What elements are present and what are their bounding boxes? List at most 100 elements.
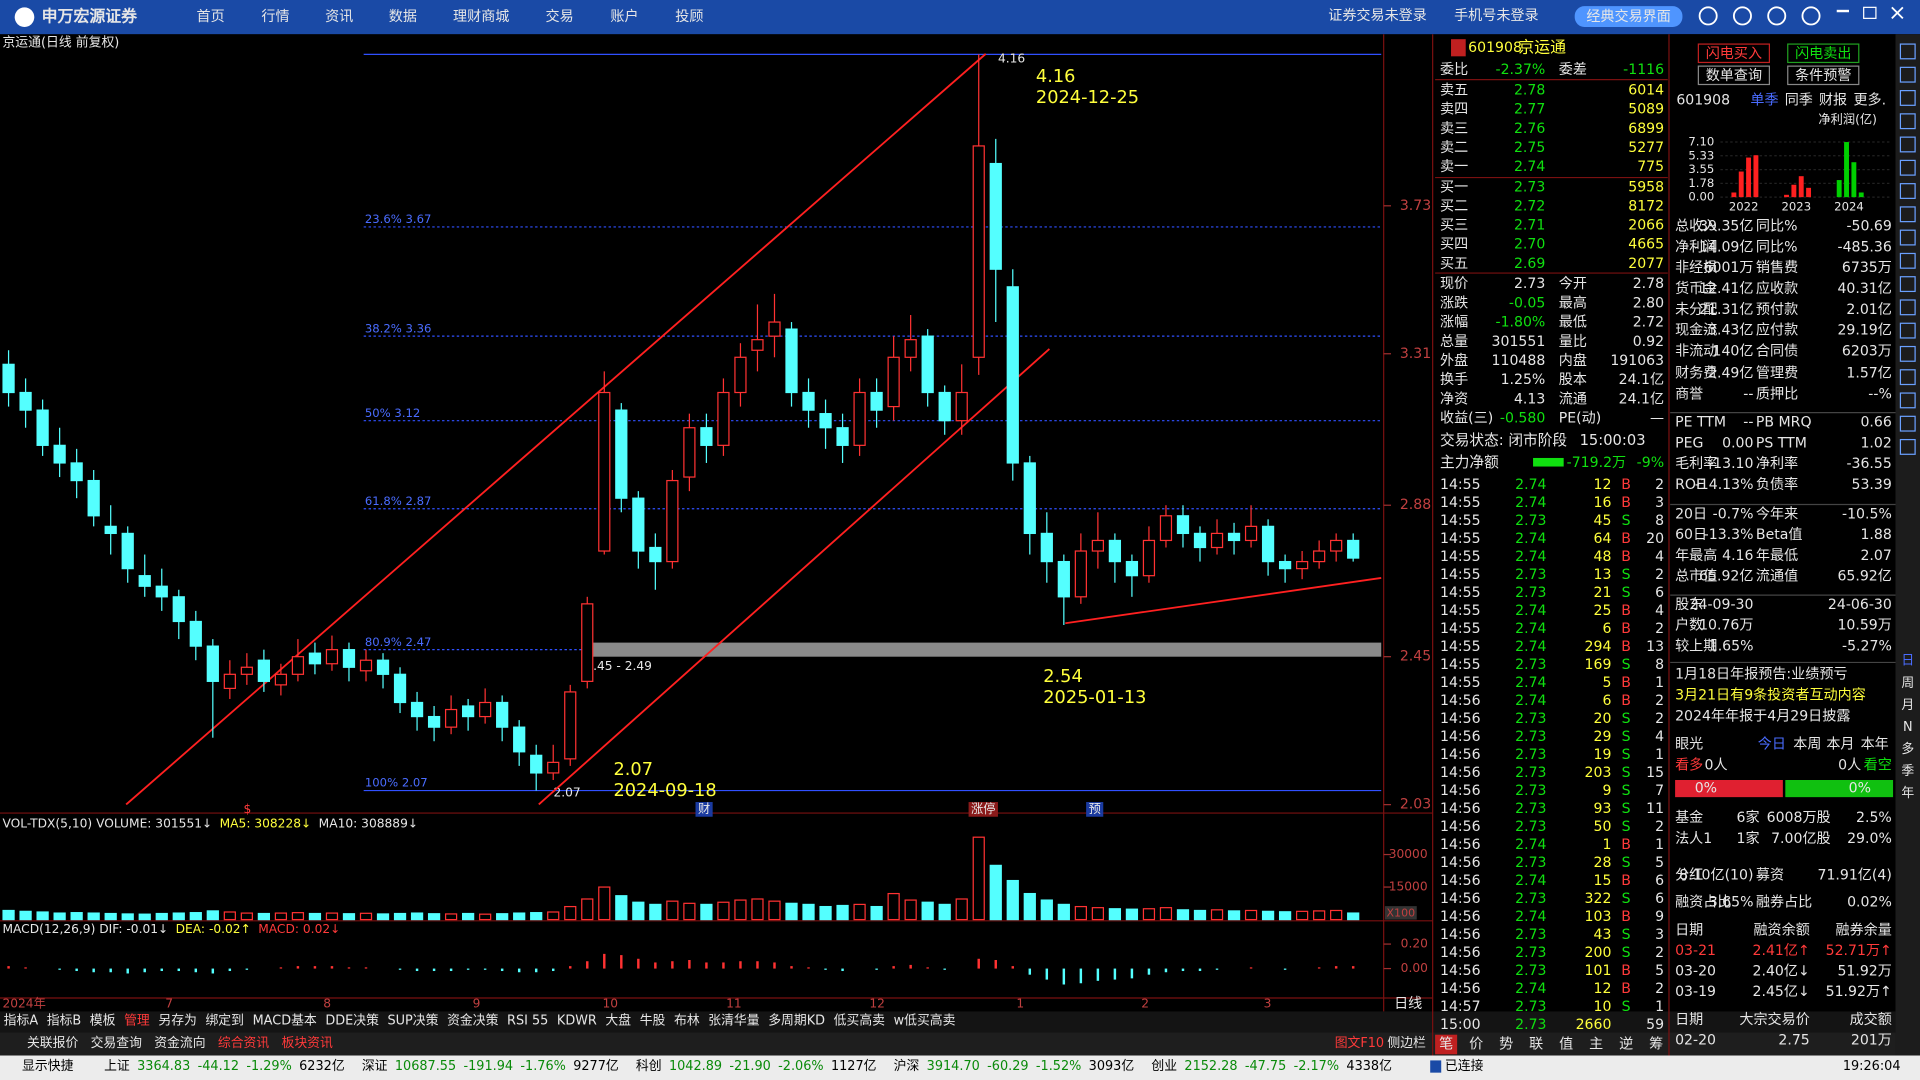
indicator-tab[interactable]: 指标B (47, 1014, 82, 1029)
nav-item[interactable]: 资讯 (325, 9, 353, 25)
classic-button[interactable]: 经典交易界面 (1586, 8, 1670, 25)
quote-tab[interactable]: 主 (1589, 1036, 1603, 1052)
indicator-tab[interactable]: 资金决策 (447, 1013, 499, 1029)
indicator-tab[interactable]: 多周期KD (768, 1014, 825, 1029)
tool-icon[interactable] (1899, 66, 1916, 83)
quote-tab[interactable]: 逆 (1619, 1036, 1633, 1052)
news-item[interactable]: 1月18日年报预告:业绩预亏 (1675, 667, 1847, 683)
tool-icon[interactable] (1899, 229, 1916, 246)
view-tab[interactable]: 本年 (1861, 736, 1889, 752)
period-button[interactable]: 多 (1901, 742, 1914, 757)
news-item[interactable]: 3月21日有9条投资者互动内容 (1675, 687, 1866, 704)
indicator-tab[interactable]: 张清华量 (708, 1014, 760, 1029)
indicator-tab[interactable]: w低买高卖 (894, 1013, 956, 1029)
icon[interactable] (1801, 6, 1821, 26)
tool-icon[interactable] (1899, 299, 1916, 316)
indicator-tab[interactable]: 管理 (124, 1014, 150, 1029)
tool-icon[interactable] (1899, 415, 1916, 432)
button-frame[interactable] (1697, 65, 1771, 86)
period-button[interactable]: N (1903, 720, 1913, 735)
indicator-tab[interactable]: DDE决策 (325, 1013, 379, 1029)
event-marker[interactable]: 涨停 (971, 801, 995, 816)
nav-item[interactable]: 理财商城 (453, 9, 509, 25)
period-button[interactable]: 周 (1901, 676, 1914, 691)
tool-icon[interactable] (1899, 345, 1916, 362)
button-bg[interactable] (1574, 6, 1683, 27)
period-button[interactable]: 年 (1901, 786, 1914, 801)
indicator-tab[interactable]: 低买高卖 (834, 1013, 886, 1029)
f10-tab[interactable]: 财报 (1819, 92, 1847, 108)
period-button[interactable]: 月 (1901, 698, 1914, 713)
tool-icon[interactable] (1899, 90, 1916, 106)
indicator-tab[interactable]: 牛股 (640, 1014, 666, 1029)
tool-icon[interactable] (1899, 322, 1916, 339)
login-status[interactable]: 手机号未登录 (1454, 8, 1538, 24)
f10-tab[interactable]: 更多. (1853, 91, 1886, 108)
tool-icon[interactable] (1899, 113, 1916, 130)
view-tab[interactable]: 本月 (1826, 736, 1854, 752)
quote-tab[interactable]: 笔 (1439, 1036, 1453, 1052)
tool-icon[interactable] (1899, 183, 1916, 199)
login-status[interactable]: 证券交易未登录 (1328, 7, 1427, 24)
info-tab[interactable]: 板块资讯 (281, 1036, 333, 1051)
view-tab[interactable]: 本周 (1793, 736, 1821, 752)
view-tab[interactable]: 今日 (1758, 736, 1786, 752)
quote-tab[interactable]: 筹 (1649, 1035, 1663, 1052)
tool-icon[interactable] (1899, 206, 1916, 223)
indicator-tab[interactable]: 大盘 (605, 1013, 631, 1029)
sidebar-link[interactable]: 侧边栏 (1387, 1036, 1426, 1051)
nav-item[interactable]: 数据 (389, 9, 417, 25)
tool-icon[interactable] (1899, 276, 1916, 293)
indicator-tab[interactable]: 指标A (4, 1014, 39, 1029)
button-frame[interactable] (1697, 43, 1771, 64)
quote-tab[interactable]: 势 (1499, 1036, 1513, 1052)
info-tab[interactable]: 关联报价 (27, 1036, 79, 1051)
period-label[interactable]: 日线 (1394, 996, 1422, 1012)
maximize[interactable] (1863, 6, 1877, 19)
tool-icon[interactable] (1899, 43, 1916, 60)
action-button[interactable]: 条件预警 (1795, 67, 1851, 84)
period-button[interactable]: 日 (1901, 654, 1914, 669)
close[interactable] (1891, 6, 1904, 20)
indicator-tab[interactable]: 布林 (674, 1014, 700, 1029)
tool-icon[interactable] (1899, 438, 1916, 455)
tool-icon[interactable] (1899, 136, 1916, 153)
indicator-tab[interactable]: 模板 (90, 1014, 116, 1029)
icon[interactable] (1698, 6, 1718, 26)
indicator-tab[interactable]: SUP决策 (388, 1013, 439, 1029)
event-marker[interactable]: $ (243, 802, 251, 816)
tool-icon[interactable] (1899, 392, 1916, 409)
action-button[interactable]: 闪电卖出 (1795, 46, 1851, 62)
button-frame[interactable] (1787, 65, 1860, 86)
tool-icon[interactable] (1899, 369, 1916, 386)
nav-item[interactable]: 行情 (261, 9, 289, 25)
nav-item[interactable]: 交易 (546, 8, 574, 25)
quote-tab[interactable]: 价 (1469, 1036, 1483, 1052)
indicator-tab[interactable]: 绑定到 (205, 1014, 244, 1029)
minimize[interactable] (1836, 9, 1849, 13)
event-marker[interactable]: 预 (1089, 802, 1101, 816)
nav-item[interactable]: 首页 (197, 9, 225, 25)
info-tab[interactable]: 综合资讯 (218, 1036, 270, 1051)
button-frame[interactable] (1787, 43, 1860, 64)
quote-tab[interactable]: 值 (1559, 1036, 1573, 1052)
indicator-tab[interactable]: MACD基本 (253, 1014, 317, 1029)
indicator-tab[interactable]: 另存为 (158, 1014, 197, 1029)
event-marker[interactable]: 财 (698, 802, 710, 816)
news-item[interactable]: 2024年年报于4月29日披露 (1675, 708, 1850, 724)
info-tab[interactable]: 交易查询 (91, 1035, 143, 1051)
indicator-tab[interactable]: KDWR (557, 1014, 597, 1029)
info-tab[interactable]: 资金流向 (154, 1035, 205, 1051)
icon[interactable] (1767, 6, 1787, 26)
action-button[interactable]: 闪电买入 (1706, 46, 1762, 62)
f10-tab[interactable]: 同季 (1785, 92, 1813, 108)
f10-link[interactable]: 图文F10 (1335, 1036, 1384, 1051)
nav-item[interactable]: 账户 (610, 8, 638, 25)
icon[interactable] (1732, 6, 1752, 26)
action-button[interactable]: 数单查询 (1706, 68, 1762, 84)
quote-tab[interactable]: 联 (1529, 1036, 1543, 1052)
nav-item[interactable]: 投顾 (675, 9, 703, 25)
period-button[interactable]: 季 (1901, 764, 1914, 779)
f10-tab[interactable]: 单季 (1750, 92, 1778, 108)
tool-icon[interactable] (1899, 159, 1916, 176)
